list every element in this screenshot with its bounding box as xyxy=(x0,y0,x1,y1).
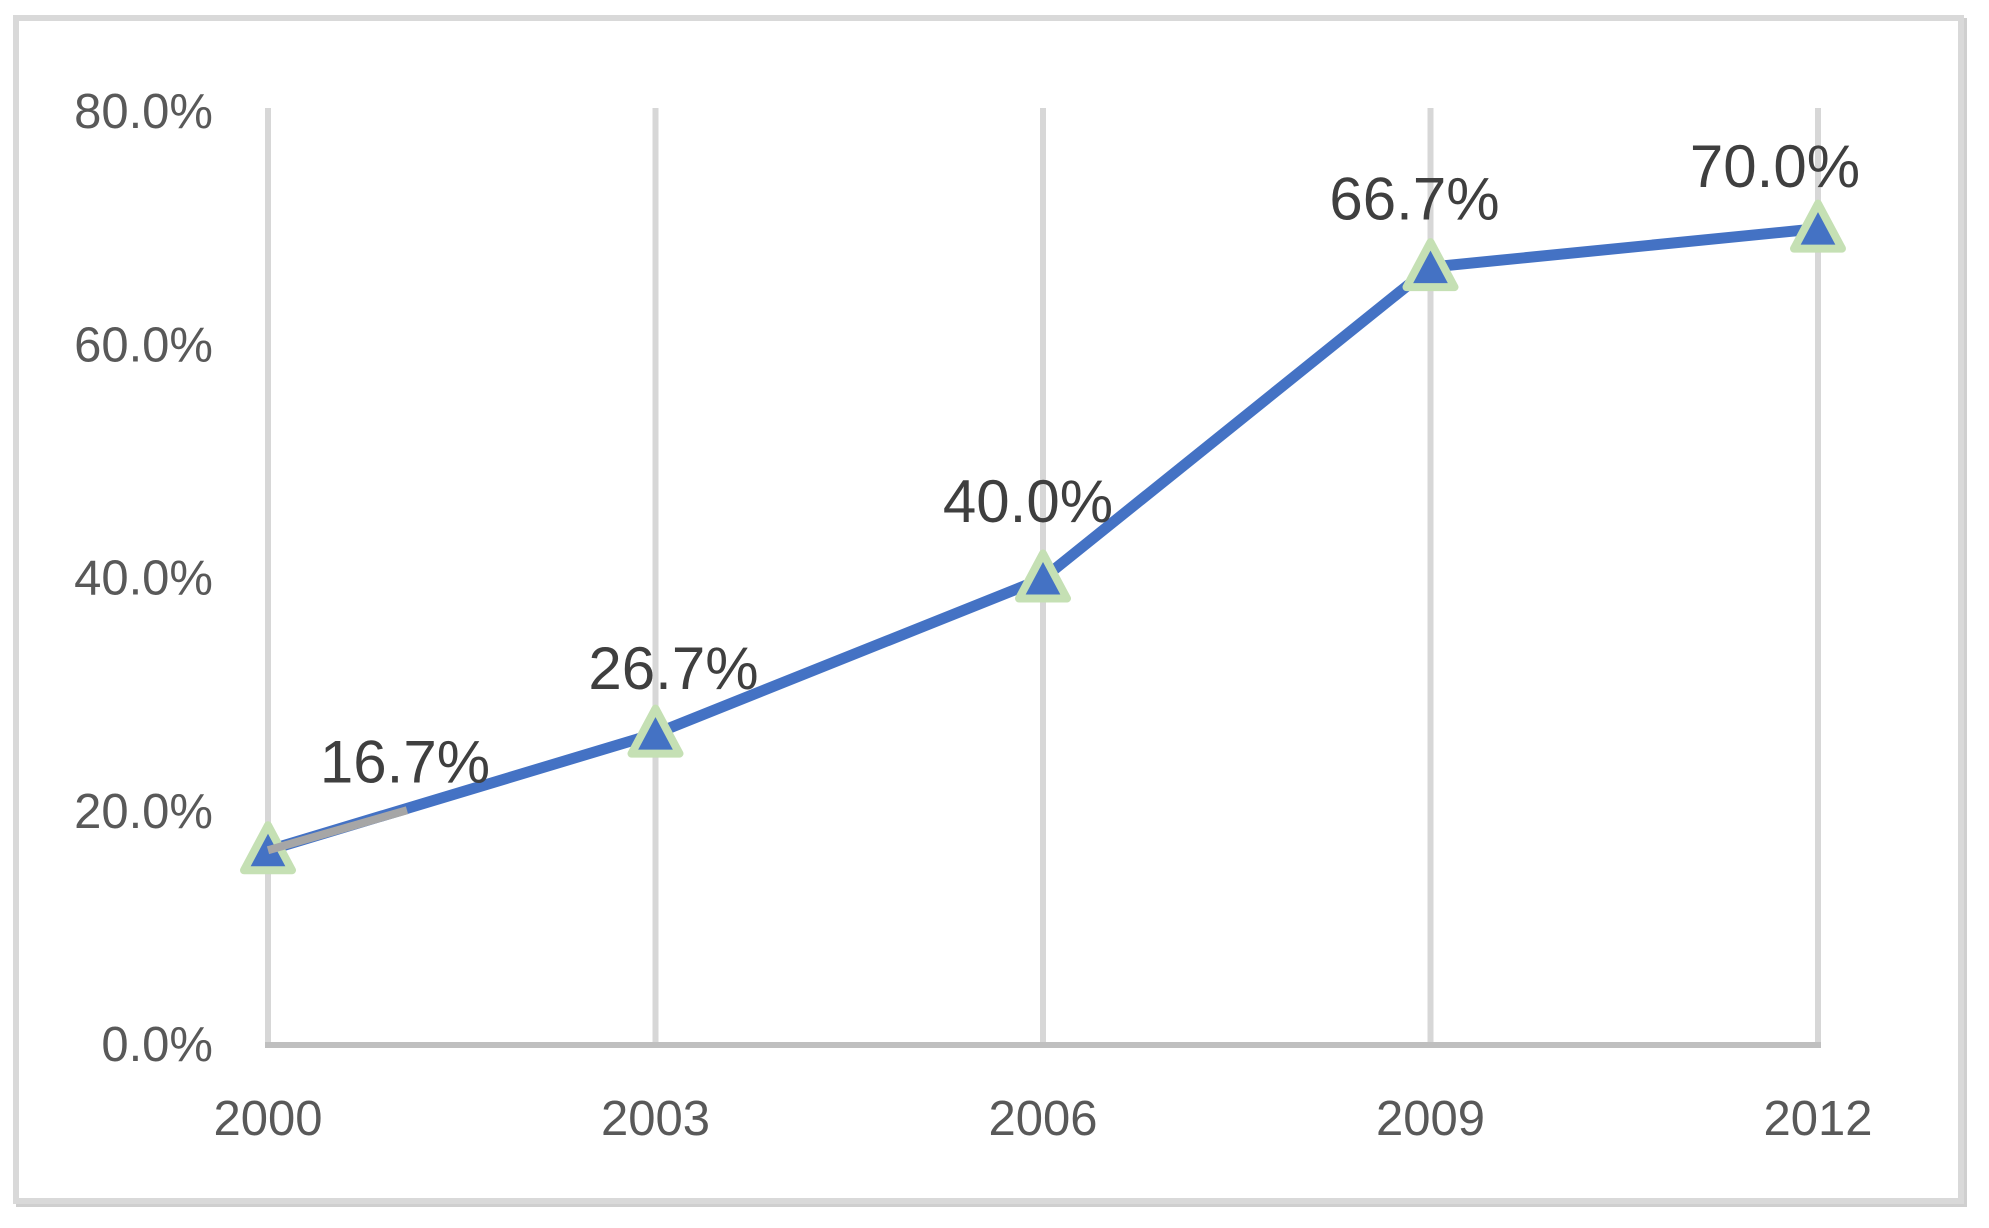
data-value-labels: 16.7% 26.7% 40.0% 66.7% 70.0% xyxy=(320,133,1860,796)
chart-outer-border xyxy=(13,15,1964,1204)
triangle-marker xyxy=(1790,199,1846,253)
data-label-leader-line xyxy=(266,806,409,855)
x-tick-label: 2006 xyxy=(988,1092,1097,1146)
y-tick-label: 20.0% xyxy=(74,785,213,839)
data-label: 16.7% xyxy=(320,729,490,796)
x-tick-label: 2000 xyxy=(213,1092,322,1146)
triangle-marker xyxy=(627,704,684,758)
data-label: 70.0% xyxy=(1690,133,1860,200)
x-tick-label: 2009 xyxy=(1376,1092,1485,1146)
leader-line xyxy=(266,806,409,855)
triangle-marker xyxy=(1402,238,1459,292)
data-label: 66.7% xyxy=(1329,166,1499,233)
x-tick-label: 2012 xyxy=(1763,1092,1872,1146)
triangle-marker xyxy=(1015,549,1071,603)
y-tick-label: 40.0% xyxy=(74,552,213,606)
x-tick-label: 2003 xyxy=(601,1092,710,1146)
y-tick-label: 80.0% xyxy=(74,85,213,139)
vertical-gridlines xyxy=(265,108,1821,1048)
x-axis-tick-labels: 2000 2003 2006 2009 2012 xyxy=(213,1092,1872,1146)
data-label: 26.7% xyxy=(588,635,758,702)
data-label: 40.0% xyxy=(943,468,1113,535)
y-tick-label: 60.0% xyxy=(74,318,213,372)
y-axis-tick-labels: 0.0% 20.0% 40.0% 60.0% 80.0% xyxy=(74,85,213,1072)
y-tick-label: 0.0% xyxy=(101,1018,213,1072)
